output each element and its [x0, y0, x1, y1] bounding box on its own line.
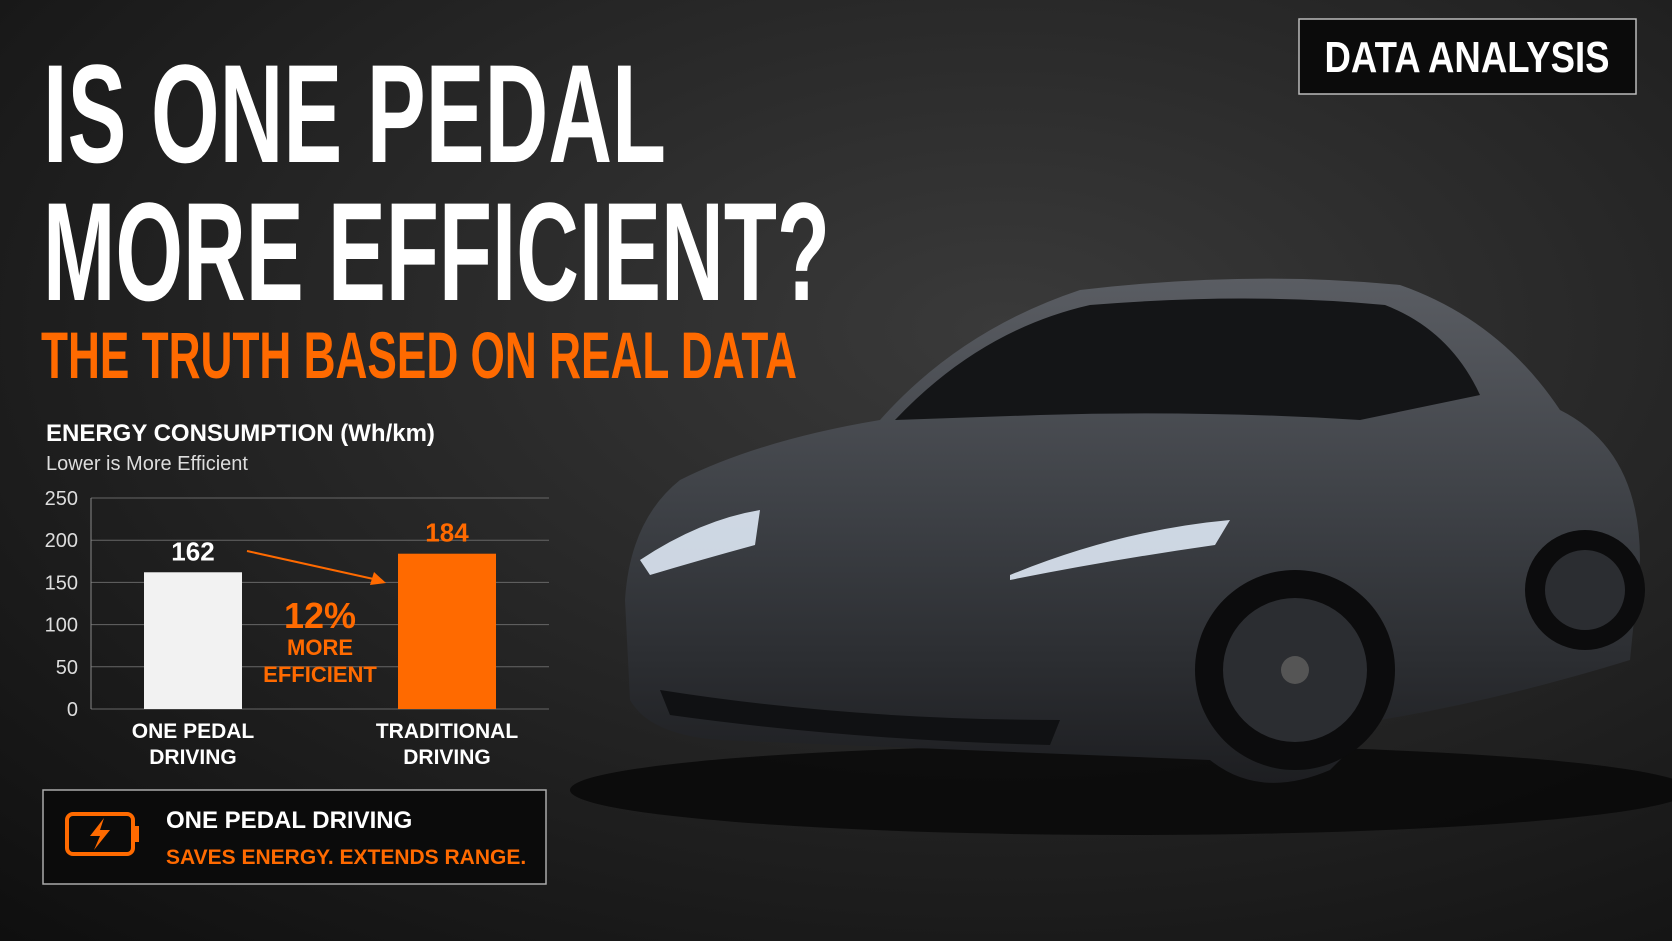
comparison-arrow: [246, 550, 379, 581]
callout-box: [42, 789, 547, 885]
callout-text: SAVES ENERGY. EXTENDS RANGE.: [166, 846, 526, 869]
x-tick-label: DRIVING: [149, 746, 237, 769]
badge: DATA ANALYSIS: [1325, 33, 1610, 82]
y-tick-label: 250: [45, 488, 78, 510]
x-tick-label: TRADITIONAL: [376, 720, 518, 743]
y-tick-label: 0: [67, 699, 78, 721]
y-tick-label: 200: [45, 530, 78, 552]
arrow-head: [370, 572, 386, 585]
headline: MORE EFFICIENT?: [43, 173, 830, 330]
car-illustration: [570, 278, 1672, 835]
annotation: MORE: [287, 635, 353, 660]
bar: [144, 572, 242, 709]
y-tick-label: 50: [56, 657, 78, 679]
subheadline: THE TRUTH BASED ON REAL DATA: [41, 318, 797, 392]
headline: IS ONE PEDAL: [43, 35, 666, 192]
value-label: 162: [171, 536, 214, 566]
callout-title: ONE PEDAL DRIVING: [166, 807, 412, 834]
bar: [398, 553, 496, 709]
value-label: 184: [425, 518, 469, 548]
x-tick-label: DRIVING: [403, 746, 491, 769]
annotation: 12%: [284, 595, 356, 636]
chart-subtitle: Lower is More Efficient: [46, 453, 248, 475]
badge-box: [1298, 18, 1637, 95]
chart-title: ENERGY CONSUMPTION (Wh/km): [46, 420, 435, 447]
battery-icon: [65, 812, 139, 856]
annotation: EFFICIENT: [263, 662, 377, 687]
y-tick-label: 100: [45, 615, 78, 637]
x-tick-label: ONE PEDAL: [132, 720, 255, 743]
y-tick-label: 150: [45, 572, 78, 594]
